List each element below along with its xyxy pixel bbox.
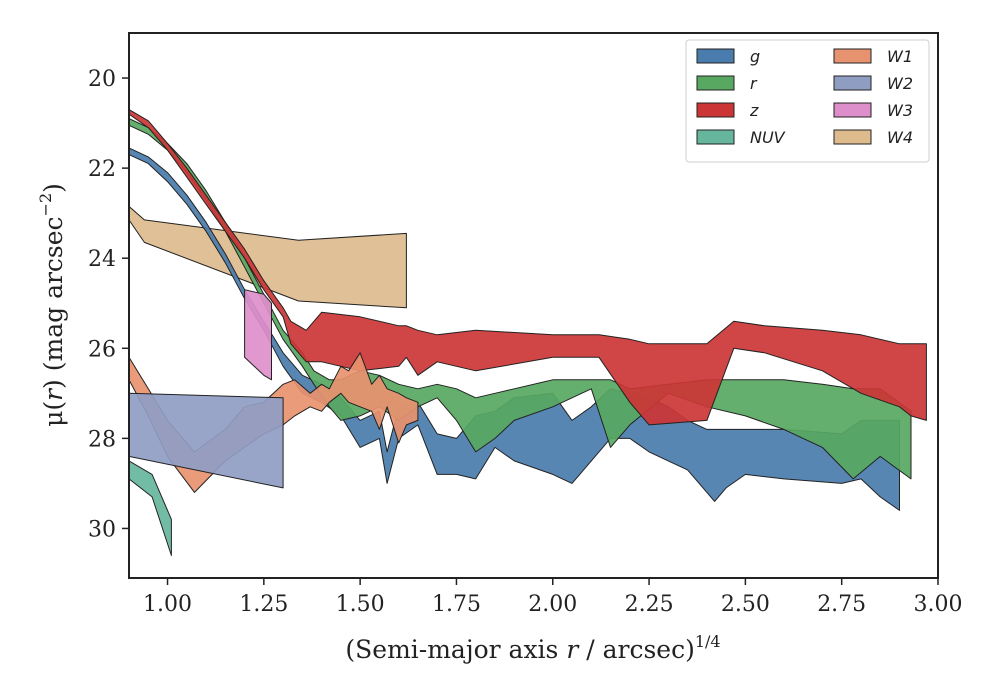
legend-swatch-w2 (833, 75, 872, 91)
legend-label-r: r (750, 74, 758, 93)
plot-frame (128, 32, 939, 579)
y-tick-label: 30 (88, 517, 116, 542)
legend-swatch-g (696, 48, 735, 64)
legend-swatch-w3 (833, 102, 872, 118)
legend-label-w1: W1 (887, 47, 913, 66)
legend-label-z: z (749, 101, 759, 120)
legend-swatch-r (696, 75, 735, 91)
x-tick-label: 1.50 (336, 592, 385, 617)
x-tick-label: 1.25 (239, 592, 288, 617)
x-tick-label: 1.75 (432, 592, 481, 617)
x-tick-label: 2.50 (721, 592, 770, 617)
y-axis-label: μ(r) (mag arcsec−2) (36, 183, 68, 427)
y-tick-label: 22 (88, 157, 116, 182)
y-tick-label: 26 (88, 337, 116, 362)
legend-swatch-nuv (696, 129, 735, 145)
legend: grz NUV W1 W2 W3 W4 (685, 39, 930, 163)
band-w3 (244, 289, 272, 381)
band-w2 (129, 392, 284, 489)
y-axis-ticks: 20 22 24 26 28 30 (88, 67, 129, 542)
y-tick-label: 24 (88, 247, 116, 272)
y-tick-label: 20 (88, 67, 116, 92)
band-z (129, 109, 927, 426)
legend-label-w2: W2 (887, 74, 913, 93)
x-tick-label: 2.75 (817, 592, 866, 617)
x-tick-label: 2.00 (528, 592, 577, 617)
x-axis-label: (Semi-major axis r / arcsec)1/4 (345, 632, 720, 664)
y-tick-label: 28 (88, 427, 116, 452)
x-tick-label: 2.25 (625, 592, 674, 617)
legend-swatch-w4 (833, 129, 872, 145)
x-tick-label: 1.00 (143, 592, 192, 617)
data-bands (129, 109, 927, 556)
legend-label-w3: W3 (887, 101, 913, 120)
legend-swatch-z (696, 102, 735, 118)
band-w4 (129, 205, 407, 309)
legend-label-w4: W4 (887, 128, 913, 147)
x-tick-label: 3.00 (914, 592, 963, 617)
legend-swatch-w1 (833, 48, 872, 64)
x-axis-ticks: 1.00 1.25 1.50 1.75 2.00 2.25 2.50 2.75 3.00 (143, 578, 962, 617)
legend-label-g: g (750, 47, 760, 66)
legend-label-nuv: NUV (750, 128, 786, 147)
band-nuv (129, 460, 172, 556)
